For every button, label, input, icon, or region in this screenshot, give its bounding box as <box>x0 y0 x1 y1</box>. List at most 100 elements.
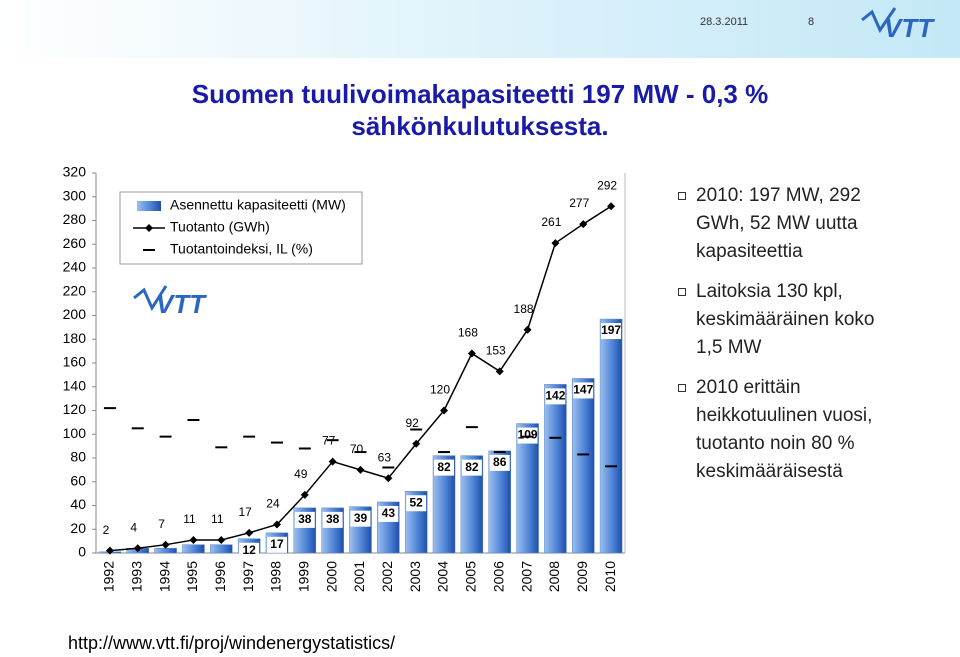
x-tick-label: 1992 <box>101 561 117 592</box>
svg-text:VTT: VTT <box>156 289 207 319</box>
x-tick-label: 1995 <box>184 561 200 592</box>
bullet-line: kapasiteettia <box>696 241 803 262</box>
legend-marker <box>145 224 153 232</box>
x-tick-label: 2001 <box>351 561 367 592</box>
bar-label: 82 <box>437 460 451 474</box>
bar-label: 38 <box>326 512 340 526</box>
production-marker <box>467 349 476 358</box>
production-label: 49 <box>294 467 308 481</box>
bullet-line: GWh, 52 MW uutta <box>696 213 858 234</box>
production-label: 120 <box>430 383 450 397</box>
x-tick-label: 2003 <box>407 561 423 592</box>
production-marker <box>105 546 114 555</box>
production-marker <box>189 535 198 544</box>
bar-label-bg <box>517 427 538 444</box>
x-tick-label: 2008 <box>546 561 562 592</box>
bar-label: 43 <box>382 506 396 520</box>
legend-label: Asennettu kapasiteetti (MW) <box>170 197 346 213</box>
bar-label-bg <box>350 510 371 527</box>
bar-label-bg <box>294 511 315 528</box>
legend-swatch <box>137 201 161 211</box>
x-tick-label: 2010 <box>602 561 618 592</box>
bar <box>571 378 595 554</box>
bar-label: 17 <box>270 537 284 551</box>
production-marker <box>356 465 365 474</box>
x-tick-label: 1997 <box>240 561 256 592</box>
production-marker <box>328 457 337 466</box>
y-tick-label: 100 <box>63 425 87 441</box>
legend-logo: VTT <box>133 285 207 319</box>
y-tick-label: 220 <box>63 282 87 298</box>
production-marker <box>133 544 142 553</box>
production-label: 11 <box>211 512 224 526</box>
bullet-line: heikkotuulinen vuosi, <box>696 405 873 426</box>
production-label: 92 <box>406 416 420 430</box>
bar-label-bg <box>266 536 287 553</box>
bullet-list: 2010: 197 MW, 292 GWh, 52 MW uutta kapasit… <box>678 182 958 486</box>
production-marker <box>579 220 588 229</box>
production-marker <box>272 520 281 529</box>
bar-label-bg <box>601 323 622 340</box>
y-tick-label: 80 <box>70 449 86 465</box>
production-label: 261 <box>541 215 561 229</box>
date: 28.3.2011 <box>700 16 748 28</box>
bullet: 2010 erittäin heikkotuulinen vuosi, tuotan… <box>678 374 958 486</box>
bullet-line: 2010 erittäin <box>696 377 801 398</box>
y-tick-label: 120 <box>63 401 87 417</box>
bar <box>460 455 484 554</box>
header-band <box>0 0 960 58</box>
y-tick-label: 0 <box>78 544 86 560</box>
bar <box>154 548 177 554</box>
y-tick-label: 320 <box>63 164 87 180</box>
production-label: 153 <box>486 343 506 357</box>
production-label: 24 <box>266 497 280 511</box>
y-tick-label: 200 <box>63 306 87 322</box>
production-marker <box>300 490 309 499</box>
y-tick-label: 20 <box>70 520 86 536</box>
x-tick-label: 1996 <box>212 561 228 592</box>
bar <box>182 544 205 554</box>
y-tick-label: 260 <box>63 235 87 251</box>
x-tick-label: 1998 <box>268 561 284 592</box>
bar-label-bg <box>239 542 260 559</box>
bullet-line: 2010: 197 MW, 292 <box>696 185 861 206</box>
legend-label: Tuotanto (GWh) <box>170 219 270 235</box>
production-label: 188 <box>514 302 534 316</box>
bar <box>516 423 539 554</box>
production-marker <box>607 202 616 211</box>
svg-text:VTT: VTT <box>884 13 935 43</box>
x-tick-label: 2006 <box>490 561 506 592</box>
production-marker <box>217 535 226 544</box>
bar <box>599 318 623 554</box>
production-marker <box>551 239 560 248</box>
production-marker <box>384 474 393 483</box>
bullet: 2010: 197 MW, 292 GWh, 52 MW uutta kapasit… <box>678 182 958 266</box>
production-label: 17 <box>238 505 252 519</box>
production-label: 292 <box>597 178 617 192</box>
footer-url: http://www.vtt.fi/proj/windenergystatist… <box>68 633 396 653</box>
bar-label-bg <box>406 495 427 512</box>
vtt-logo: VTT <box>861 7 935 43</box>
x-tick-label: 1993 <box>128 561 144 592</box>
production-label: 168 <box>458 326 478 340</box>
production-label: 77 <box>322 434 336 448</box>
bar-label: 39 <box>354 511 368 525</box>
bar-label: 12 <box>242 543 256 557</box>
bar-label: 109 <box>518 428 538 442</box>
x-tick-label: 1999 <box>296 561 312 592</box>
bullet-marker <box>678 384 686 392</box>
bar-label-bg <box>322 511 343 528</box>
bar <box>544 384 567 554</box>
production-label: 7 <box>158 517 165 531</box>
production-marker <box>440 406 449 415</box>
bullet-marker <box>678 288 686 296</box>
x-tick-label: 2007 <box>518 561 534 592</box>
production-marker <box>161 540 170 549</box>
bullet-line: tuotanto noin 80 % <box>696 433 855 454</box>
y-tick-label: 60 <box>70 472 86 488</box>
y-tick-label: 240 <box>63 259 87 275</box>
bullet-line: keskimääräinen koko <box>696 309 875 330</box>
bar <box>210 544 233 554</box>
